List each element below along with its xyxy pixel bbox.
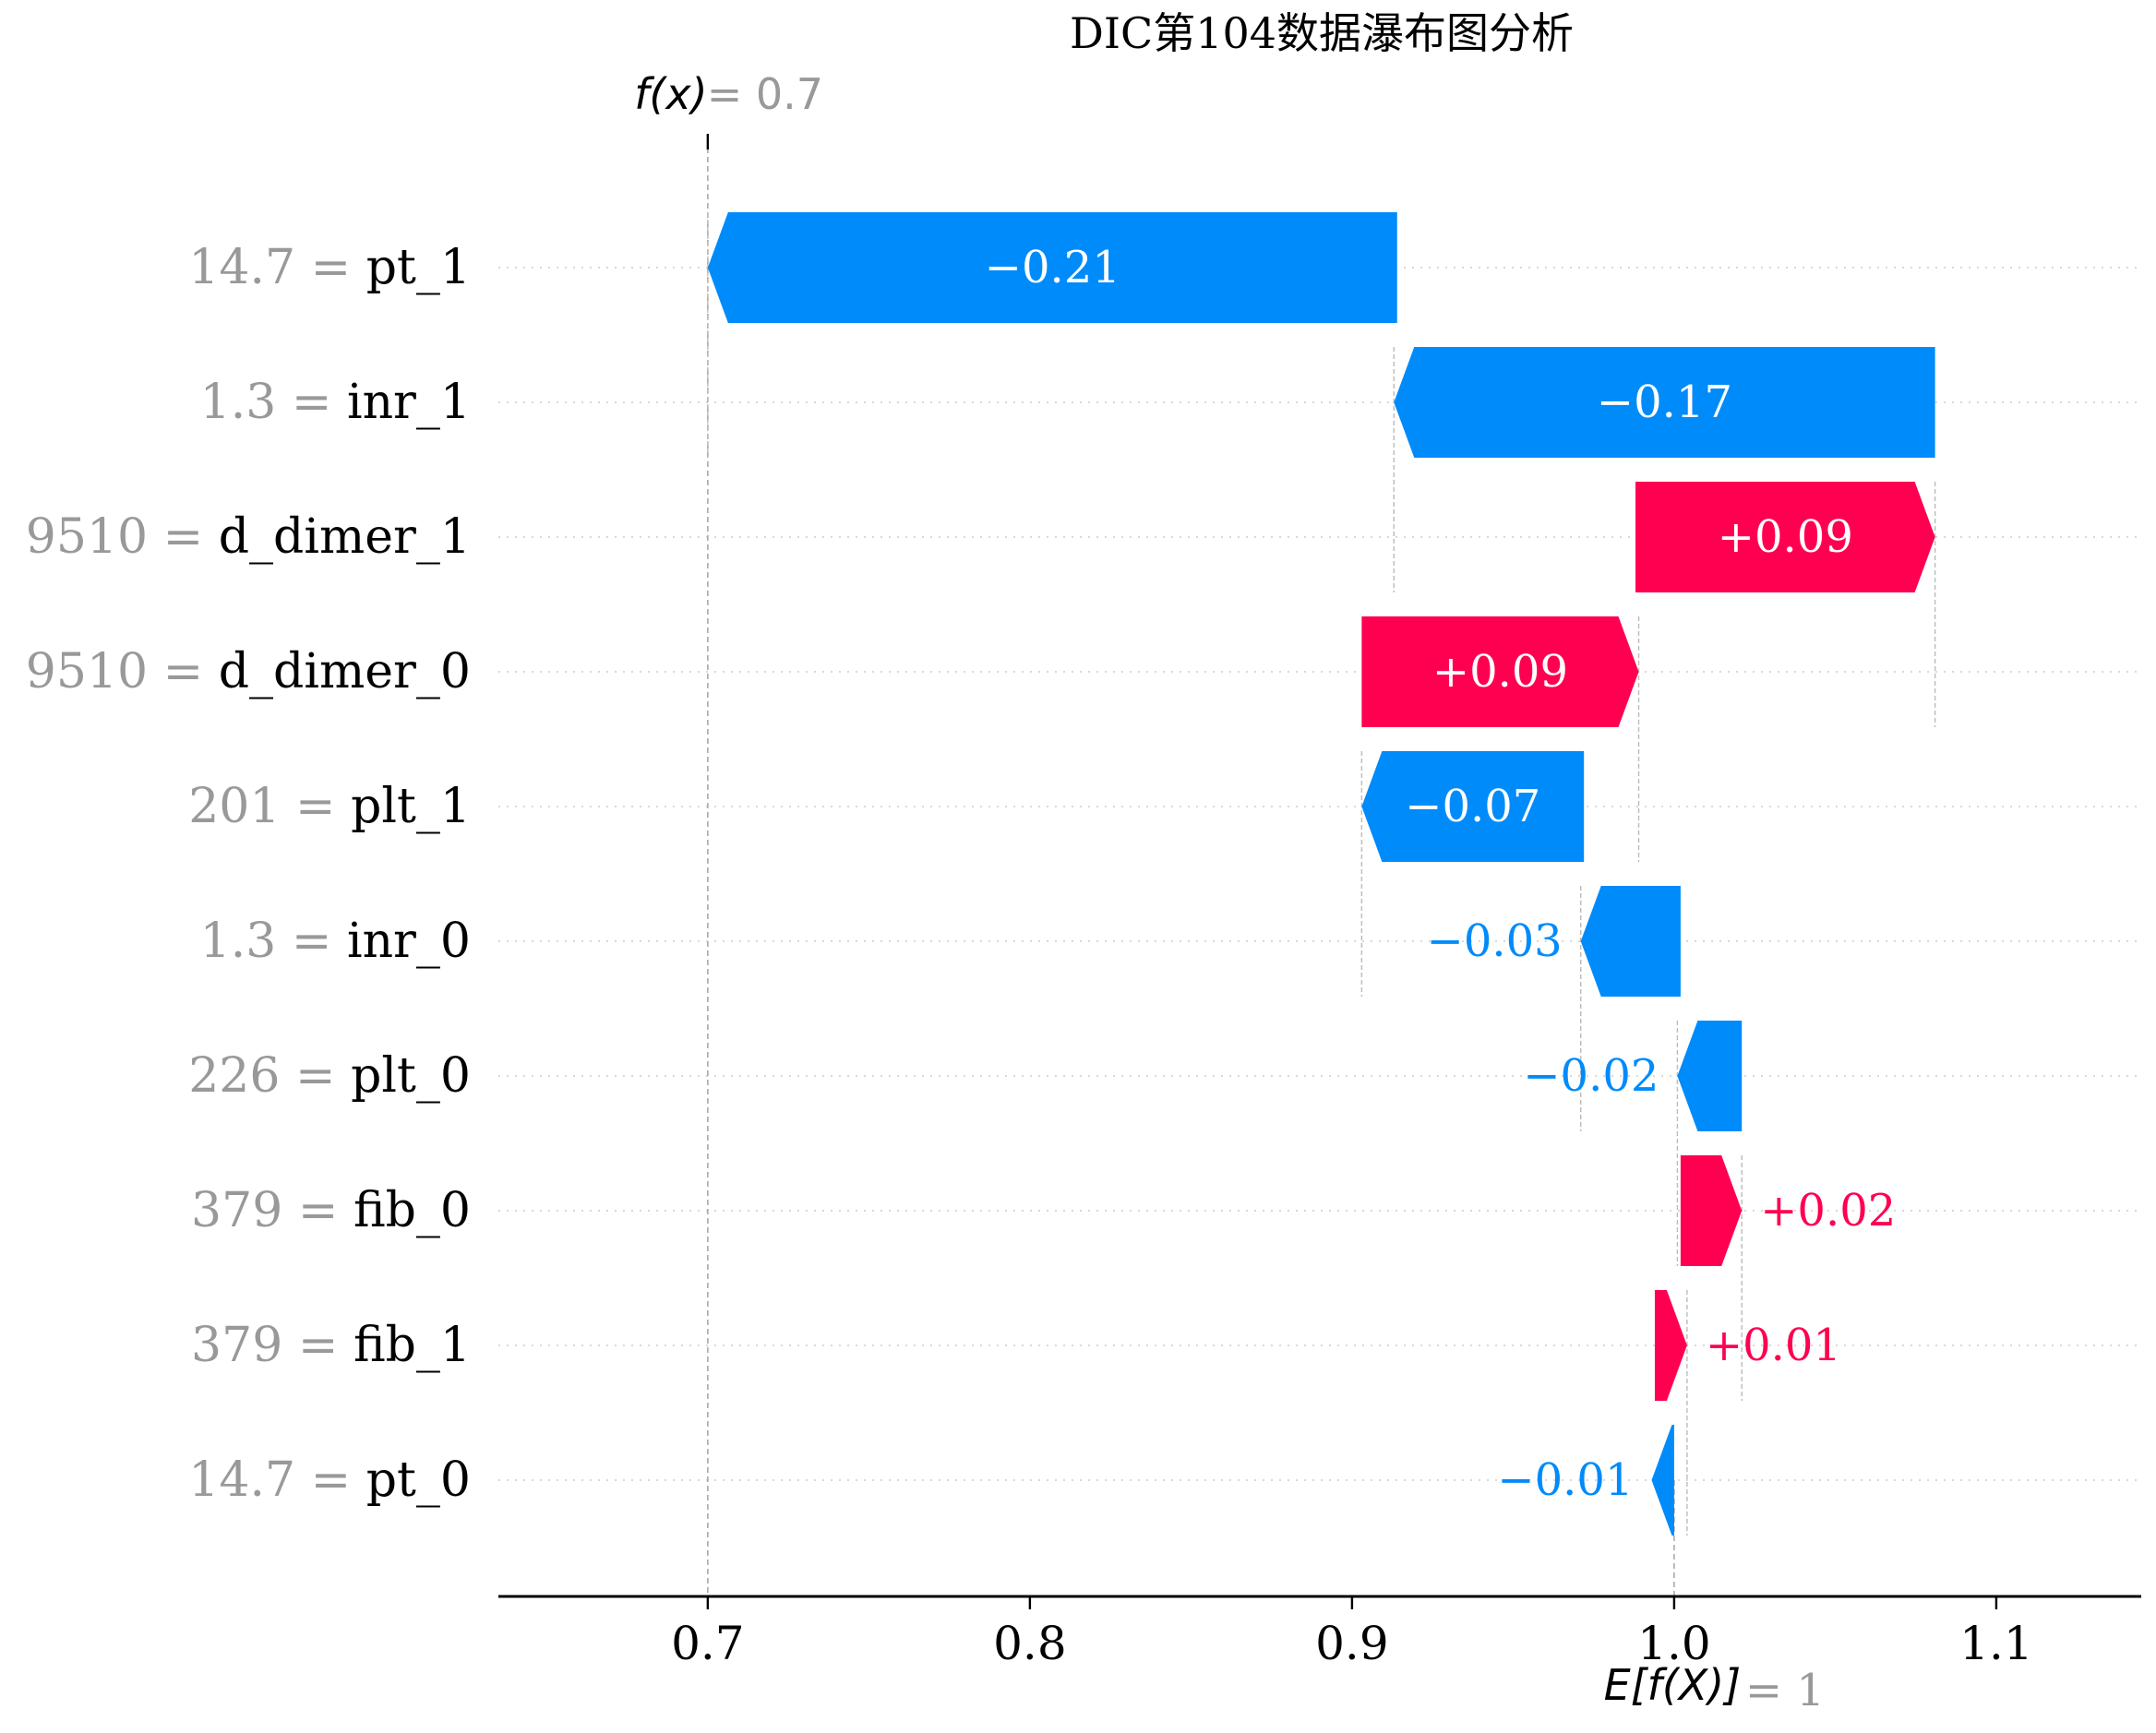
feature-label-layer: 14.7 = pt_1 1.3 = inr_1 9510 = d_dimer_1 95… <box>26 240 471 1508</box>
connector-layer: f(x) = 0.7 <box>634 69 1936 1596</box>
bar-value-label: +0.02 <box>1760 1185 1896 1237</box>
bar-value-label: +0.01 <box>1706 1320 1841 1371</box>
negative-bar <box>1651 1425 1674 1536</box>
positive-bar <box>1635 482 1935 592</box>
feature-label: 1.3 = inr_0 <box>200 914 471 969</box>
positive-bar <box>1680 1155 1743 1266</box>
positive-bar <box>1654 1290 1687 1401</box>
feature-label: 201 = plt_1 <box>188 779 471 834</box>
x-tick-label: 0.8 <box>993 1617 1067 1670</box>
negative-bar <box>1677 1021 1743 1131</box>
negative-bar <box>1394 347 1935 458</box>
bar-value-label: +0.09 <box>1432 646 1568 698</box>
positive-bar <box>1361 616 1639 727</box>
bar-value-label: −0.17 <box>1597 376 1732 428</box>
negative-bar <box>707 212 1397 323</box>
x-tick-label: 0.9 <box>1315 1617 1389 1670</box>
feature-label: 14.7 = pt_0 <box>188 1452 471 1508</box>
bar-value-label: +0.09 <box>1718 511 1853 563</box>
bar-value-label: −0.01 <box>1497 1454 1633 1506</box>
x-axis: 0.7 0.8 0.9 1.0 1.1 E[f(X)] = 1 <box>498 1595 2141 1716</box>
x-tick-label: 1.0 <box>1637 1617 1711 1670</box>
feature-label: 1.3 = inr_1 <box>200 375 471 430</box>
x-tick-label: 1.1 <box>1959 1617 2033 1670</box>
feature-label: 226 = plt_0 <box>188 1048 471 1104</box>
bar-value-label: −0.07 <box>1405 781 1540 832</box>
feature-label: 9510 = d_dimer_0 <box>26 644 471 699</box>
negative-bar <box>1361 751 1585 862</box>
feature-label: 14.7 = pt_1 <box>188 240 471 295</box>
bar-value-label: −0.02 <box>1523 1050 1659 1102</box>
feature-label: 379 = fib_0 <box>191 1183 471 1238</box>
feature-label: 9510 = d_dimer_1 <box>26 509 471 565</box>
negative-bar <box>1580 886 1681 997</box>
bar-value-label: −0.03 <box>1427 915 1563 967</box>
fx-label: f(x) <box>634 69 707 119</box>
base-value: = 1 <box>1745 1665 1825 1716</box>
base-label: E[f(X)] <box>1604 1660 1742 1710</box>
fx-value: = 0.7 <box>707 69 823 119</box>
feature-label: 379 = fib_1 <box>191 1318 471 1373</box>
bar-layer: −0.21 −0.17 +0.09 +0.09 −0.07 −0.03 −0.02 +0.02… <box>707 212 1935 1536</box>
bar-value-label: −0.21 <box>985 242 1120 293</box>
x-tick-label: 0.7 <box>671 1617 745 1670</box>
chart-title: DIC第104数据瀑布图分析 <box>1070 8 1574 58</box>
